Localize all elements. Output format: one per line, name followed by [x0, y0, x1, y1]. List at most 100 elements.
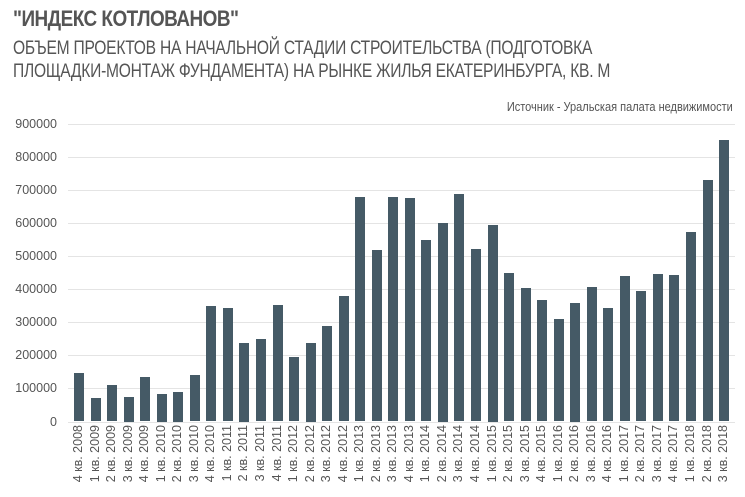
x-tick-text: 4 кв. 2014	[468, 425, 482, 483]
x-tick-text: 4 кв. 2016	[600, 425, 615, 483]
bar[interactable]	[652, 273, 663, 422]
x-tick-text: 3 кв. 2017	[649, 425, 664, 483]
x-tick-label: 4 кв. 2015	[534, 425, 549, 495]
x-tick-text: 2 кв. 2011	[236, 425, 251, 482]
x-tick-label: 4 кв. 2012	[336, 425, 351, 495]
bar[interactable]	[371, 249, 382, 422]
bar[interactable]	[603, 307, 614, 422]
y-tick-label: 0	[50, 415, 57, 429]
bar[interactable]	[520, 287, 531, 422]
x-tick-label: 2 кв. 2016	[567, 425, 582, 495]
chart-title: "ИНДЕКС КОТЛОВАНОВ"	[13, 6, 239, 31]
y-tick-label: 200000	[15, 348, 57, 362]
x-tick-text: 2 кв. 2017	[633, 425, 648, 483]
gridline	[68, 157, 735, 158]
x-tick-text: 2 кв. 2018	[699, 425, 714, 483]
x-tick-label: 2 кв. 2017	[633, 425, 648, 495]
x-tick-label: 4 кв. 2014	[468, 425, 483, 495]
x-tick-text: 3 кв. 2010	[186, 425, 201, 483]
bar[interactable]	[338, 295, 349, 422]
y-tick-label: 300000	[15, 315, 57, 329]
bar[interactable]	[156, 394, 167, 422]
x-tick-label: 2 кв. 2010	[170, 425, 185, 495]
bar[interactable]	[421, 239, 432, 422]
bar[interactable]	[206, 305, 217, 422]
x-tick-text: 2 кв. 2016	[567, 425, 582, 483]
x-tick-label: 4 кв. 2016	[600, 425, 615, 495]
y-tick-label: 400000	[15, 282, 57, 296]
y-tick-label: 700000	[15, 183, 57, 197]
bar[interactable]	[322, 325, 333, 422]
bar[interactable]	[454, 194, 465, 422]
bar[interactable]	[487, 224, 498, 422]
gridline	[68, 223, 735, 224]
bar[interactable]	[189, 375, 200, 422]
y-tick-label: 800000	[15, 150, 57, 164]
bar[interactable]	[537, 299, 548, 422]
bar[interactable]	[404, 198, 415, 422]
bar[interactable]	[123, 397, 134, 422]
bar[interactable]	[686, 231, 696, 422]
bar[interactable]	[90, 398, 101, 422]
x-tick-text: 1 кв. 2014	[418, 425, 433, 483]
x-tick-text: 1 кв. 2017	[616, 425, 631, 483]
bar[interactable]	[553, 318, 564, 422]
bar[interactable]	[586, 286, 597, 422]
x-tick-label: 1 кв. 2014	[418, 425, 433, 495]
x-tick-label: 1 кв. 2016	[551, 425, 566, 495]
x-tick-text: 4 кв. 2015	[534, 425, 549, 483]
x-tick-text: 3 кв. 2012	[319, 425, 334, 483]
x-tick-text: 4 кв. 2009	[137, 425, 152, 483]
x-tick-label: 4 кв. 2008	[71, 425, 86, 495]
bar[interactable]	[702, 179, 713, 422]
x-tick-text: 4 кв. 2017	[666, 425, 681, 483]
x-tick-label: 3 кв. 2011	[252, 425, 268, 495]
bar[interactable]	[619, 275, 630, 422]
x-tick-label: 2 кв. 2011	[236, 425, 251, 495]
gridline	[68, 388, 735, 389]
bar[interactable]	[355, 197, 366, 422]
bar[interactable]	[305, 343, 316, 422]
bar[interactable]	[272, 304, 283, 422]
bar[interactable]	[669, 274, 680, 422]
x-tick-label: 2 кв. 2015	[501, 425, 516, 495]
bar[interactable]	[570, 303, 581, 422]
chart-subtitle-line-2: ПЛОЩАДКИ-МОНТАЖ ФУНДАМЕНТА) НА РЫНКЕ ЖИЛ…	[13, 60, 611, 82]
x-tick-text: 1 кв. 2015	[484, 425, 499, 483]
x-tick-text: 3 кв. 2009	[120, 425, 135, 483]
gridline	[68, 256, 735, 257]
x-tick-label: 3 кв. 2017	[649, 425, 665, 495]
bar[interactable]	[173, 392, 184, 422]
x-tick-label: 1 кв. 2011	[220, 425, 235, 495]
x-tick-label: 3 кв. 2012	[319, 425, 334, 495]
x-tick-text: 3 кв. 2013	[385, 425, 400, 483]
x-tick-text: 3 кв. 2015	[517, 425, 532, 483]
bar[interactable]	[74, 373, 84, 422]
x-tick-text: 4 кв. 2008	[71, 425, 85, 483]
x-tick-label: 3 кв. 2014	[451, 425, 466, 495]
bar[interactable]	[636, 290, 647, 422]
x-tick-label: 1 кв. 2017	[616, 425, 632, 495]
bar[interactable]	[388, 197, 399, 422]
x-tick-text: 3 кв. 2011	[252, 425, 267, 482]
bar[interactable]	[719, 139, 730, 422]
bar[interactable]	[504, 272, 514, 422]
x-tick-label: 2 кв. 2018	[699, 425, 715, 495]
x-tick-text: 3 кв. 2018	[716, 425, 731, 483]
x-tick-label: 3 кв. 2010	[186, 425, 202, 495]
x-tick-text: 2 кв. 2015	[501, 425, 515, 483]
x-tick-label: 3 кв. 2016	[584, 425, 599, 495]
bar[interactable]	[289, 356, 299, 422]
x-tick-label: 3 кв. 2015	[517, 425, 533, 495]
bar[interactable]	[107, 385, 118, 422]
x-tick-label: 2 кв. 2013	[369, 425, 384, 495]
bar[interactable]	[255, 339, 266, 422]
x-tick-text: 1 кв. 2012	[286, 425, 300, 483]
bar[interactable]	[471, 248, 481, 422]
bar[interactable]	[437, 222, 448, 422]
bar[interactable]	[222, 307, 233, 422]
bar[interactable]	[239, 343, 250, 422]
bar[interactable]	[140, 377, 151, 422]
x-tick-label: 2 кв. 2009	[104, 425, 119, 495]
x-tick-label: 3 кв. 2018	[716, 425, 731, 495]
